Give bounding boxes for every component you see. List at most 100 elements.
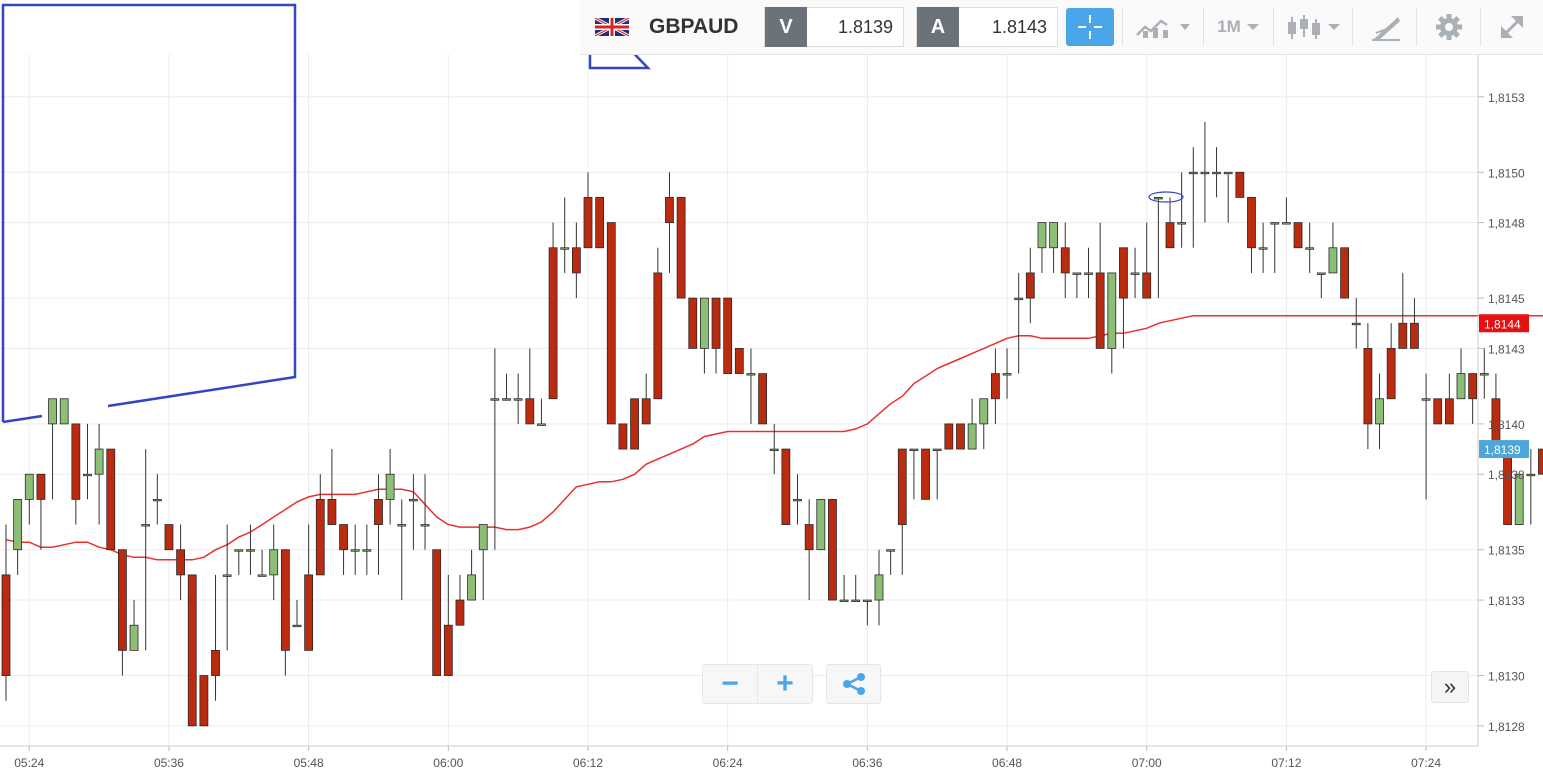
candle[interactable] xyxy=(1002,348,1012,399)
candle[interactable] xyxy=(676,197,686,299)
candle[interactable] xyxy=(1282,197,1291,225)
share-button[interactable] xyxy=(826,664,881,704)
candle[interactable] xyxy=(956,423,965,450)
candle[interactable] xyxy=(1398,272,1408,349)
candle[interactable] xyxy=(560,197,570,273)
candle[interactable] xyxy=(327,449,337,525)
candle[interactable] xyxy=(1060,222,1070,299)
candle[interactable] xyxy=(537,398,546,426)
candle[interactable] xyxy=(199,675,209,727)
candle[interactable] xyxy=(315,474,325,576)
candle[interactable] xyxy=(1538,448,1543,475)
candle[interactable] xyxy=(467,549,477,601)
candle[interactable] xyxy=(979,398,989,450)
candle[interactable] xyxy=(1,524,11,701)
candle[interactable] xyxy=(944,423,954,450)
candle[interactable] xyxy=(688,297,698,349)
candle[interactable] xyxy=(1107,272,1117,374)
zoom-out-button[interactable]: − xyxy=(703,665,758,703)
candle[interactable] xyxy=(292,600,302,628)
candle[interactable] xyxy=(1188,147,1198,248)
candle[interactable] xyxy=(13,498,23,575)
candle[interactable] xyxy=(397,499,407,601)
candle[interactable] xyxy=(700,297,709,374)
candle[interactable] xyxy=(746,348,756,424)
candle[interactable] xyxy=(490,348,500,550)
candle[interactable] xyxy=(478,524,488,601)
scroll-to-latest-button[interactable]: » xyxy=(1431,671,1469,703)
candle[interactable] xyxy=(734,348,744,374)
candle[interactable] xyxy=(1084,247,1093,299)
candle[interactable] xyxy=(1328,222,1338,274)
candle[interactable] xyxy=(443,574,453,676)
candle[interactable] xyxy=(1340,247,1349,299)
settings-button[interactable] xyxy=(1422,0,1476,54)
candle[interactable] xyxy=(339,524,348,575)
candle[interactable] xyxy=(1316,272,1326,299)
candle[interactable] xyxy=(222,524,232,651)
candle[interactable] xyxy=(793,474,802,525)
candle[interactable] xyxy=(816,498,826,551)
candle[interactable] xyxy=(1200,121,1210,223)
candle[interactable] xyxy=(932,448,942,500)
candle[interactable] xyxy=(874,549,884,626)
candle[interactable] xyxy=(269,524,279,601)
candle[interactable] xyxy=(1037,222,1047,273)
candle[interactable] xyxy=(758,373,767,425)
candle[interactable] xyxy=(769,423,779,475)
candle[interactable] xyxy=(513,373,523,424)
candle[interactable] xyxy=(71,423,81,525)
candle[interactable] xyxy=(257,549,267,577)
candle[interactable] xyxy=(1433,398,1443,425)
drawing-tools-button[interactable] xyxy=(1360,0,1412,54)
candle[interactable] xyxy=(141,449,151,651)
timeframe-selector[interactable]: 1M xyxy=(1208,0,1270,54)
candle[interactable] xyxy=(24,473,34,525)
crosshair-button[interactable] xyxy=(1066,0,1114,54)
candle[interactable] xyxy=(1235,171,1245,198)
candle[interactable] xyxy=(1212,147,1221,198)
candle[interactable] xyxy=(630,398,639,450)
candle[interactable] xyxy=(350,524,360,575)
candle[interactable] xyxy=(653,247,663,400)
candle[interactable] xyxy=(1444,373,1454,425)
candle[interactable] xyxy=(176,524,186,601)
candle[interactable] xyxy=(909,448,919,500)
candle[interactable] xyxy=(164,524,174,551)
candle[interactable] xyxy=(502,373,511,401)
candle[interactable] xyxy=(187,574,197,727)
candle[interactable] xyxy=(548,222,558,400)
candle[interactable] xyxy=(1165,197,1175,249)
candle[interactable] xyxy=(1514,473,1524,525)
candle[interactable] xyxy=(1375,373,1384,450)
fullscreen-button[interactable] xyxy=(1484,0,1540,54)
candle[interactable] xyxy=(851,574,861,602)
candle[interactable] xyxy=(59,398,69,425)
candle[interactable] xyxy=(1095,222,1105,349)
symbol-selector[interactable]: GBPAUD xyxy=(594,0,760,54)
candle[interactable] xyxy=(839,574,849,602)
candle[interactable] xyxy=(1177,172,1187,248)
candle[interactable] xyxy=(118,549,127,676)
candle[interactable] xyxy=(1025,247,1035,324)
candle[interactable] xyxy=(48,398,57,500)
candle[interactable] xyxy=(385,449,395,525)
candle[interactable] xyxy=(1258,222,1268,273)
candle[interactable] xyxy=(1503,448,1512,525)
candle[interactable] xyxy=(1351,298,1361,349)
candle[interactable] xyxy=(1305,222,1315,273)
candle[interactable] xyxy=(1491,373,1501,450)
buy-price-button[interactable]: A 1.8143 xyxy=(916,0,1058,54)
candle[interactable] xyxy=(723,297,733,374)
candle[interactable] xyxy=(1456,348,1466,400)
candle[interactable] xyxy=(595,197,605,249)
candle[interactable] xyxy=(665,172,674,273)
candle[interactable] xyxy=(374,474,383,575)
chart-type-button[interactable] xyxy=(1280,0,1348,54)
candle[interactable] xyxy=(432,549,442,676)
candle[interactable] xyxy=(83,423,92,500)
candle[interactable] xyxy=(862,599,872,626)
zoom-in-button[interactable]: + xyxy=(776,667,794,700)
candle[interactable] xyxy=(362,524,372,575)
candle[interactable] xyxy=(711,297,721,374)
